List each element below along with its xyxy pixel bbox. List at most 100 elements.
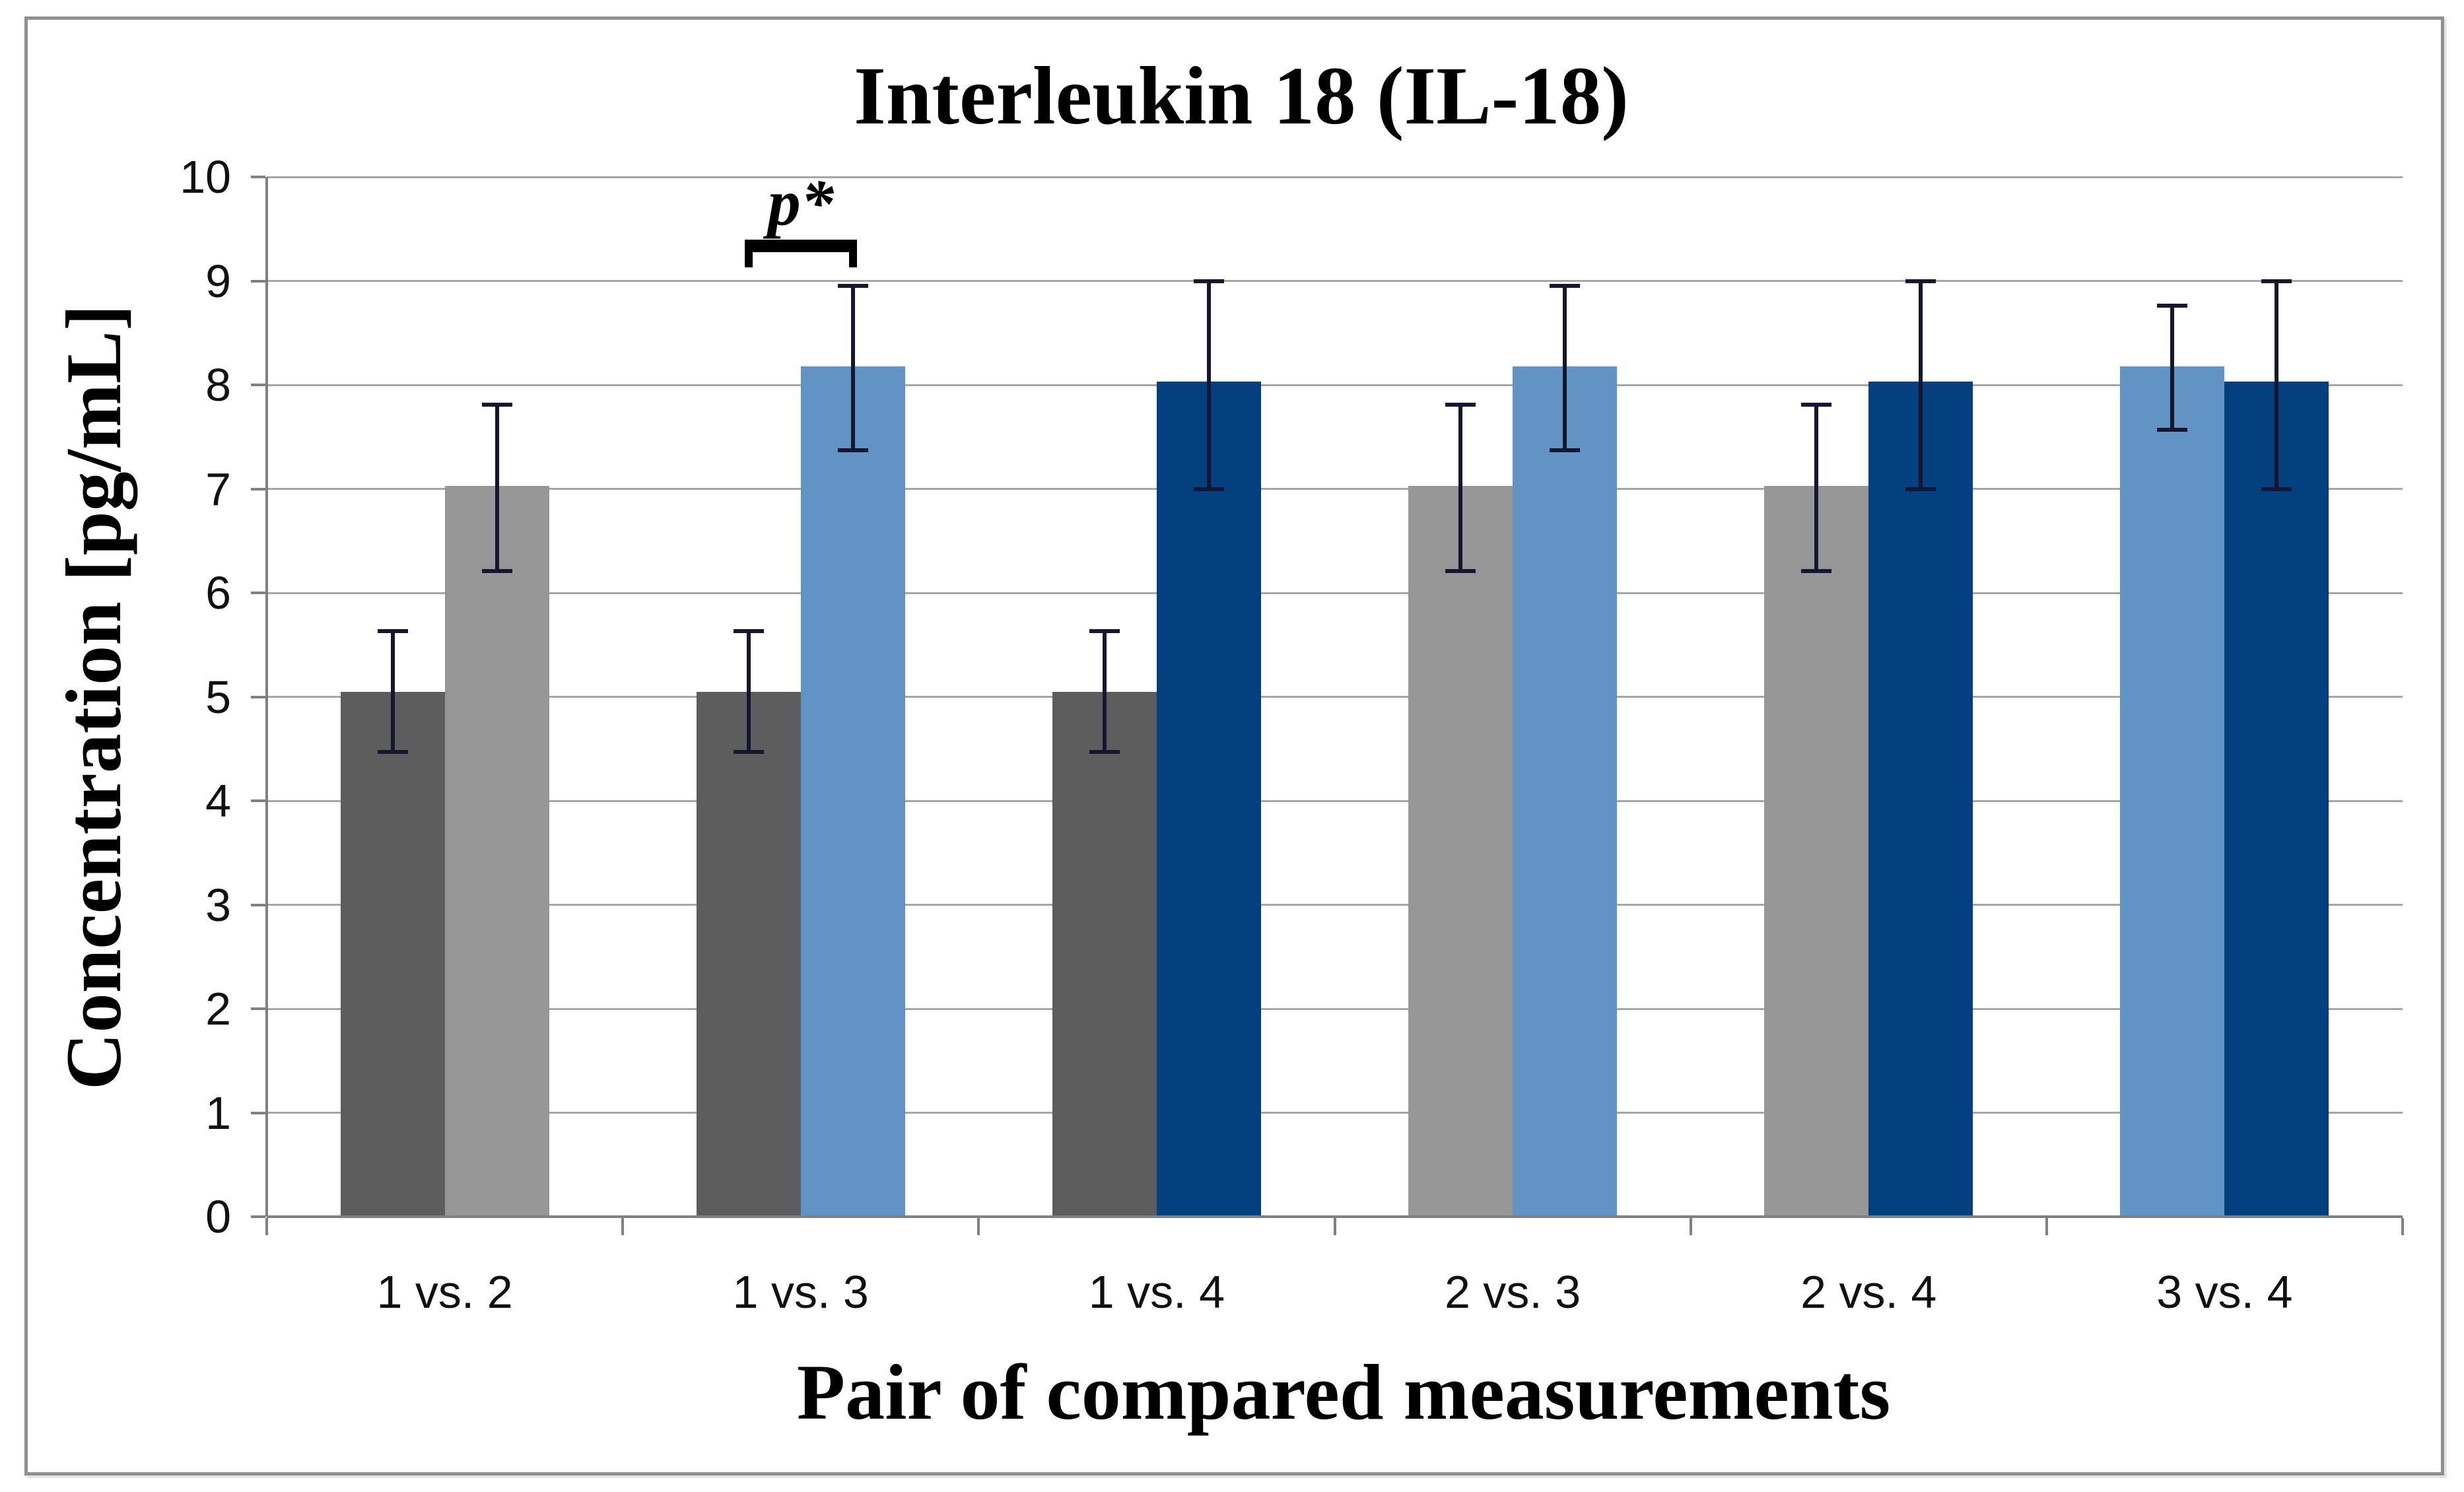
error-bar-1-vs-3-measurement-1-cap-top xyxy=(733,629,764,634)
y-tick-label-10: 10 xyxy=(180,151,231,203)
error-bar-2-vs-3-measurement-2-line xyxy=(1458,404,1463,571)
x-axis-tick-2 xyxy=(977,1218,980,1235)
y-tick-label-6: 6 xyxy=(205,567,231,619)
gridline-y-5 xyxy=(267,696,2403,698)
x-category-label-2-vs-3: 2 vs. 3 xyxy=(1444,1266,1581,1318)
bar-1-vs-2-measurement-1 xyxy=(340,691,445,1217)
error-bar-1-vs-4-measurement-4-line xyxy=(1206,281,1211,489)
error-bar-1-vs-3-measurement-1-line xyxy=(746,631,751,752)
x-axis-tick-5 xyxy=(2045,1218,2048,1235)
error-bar-1-vs-4-measurement-1-line xyxy=(1102,631,1107,752)
significance-label: p* xyxy=(767,166,834,240)
gridline-y-9 xyxy=(267,280,2403,282)
y-axis-tick-8 xyxy=(251,384,265,386)
error-bar-2-vs-4-measurement-4-cap-bottom xyxy=(1905,487,1936,491)
error-bar-1-vs-2-measurement-1-line xyxy=(390,631,395,752)
y-tick-label-0: 0 xyxy=(205,1191,231,1242)
gridline-y-2 xyxy=(267,1007,2403,1010)
bar-1-vs-2-measurement-2 xyxy=(444,485,549,1217)
error-bar-1-vs-2-measurement-2-line xyxy=(495,404,499,571)
y-tick-label-1: 1 xyxy=(205,1087,231,1139)
error-bar-3-vs-4-measurement-3-line xyxy=(2170,306,2175,430)
y-axis-tick-6 xyxy=(251,592,265,594)
x-category-label-3-vs-4: 3 vs. 4 xyxy=(2156,1266,2293,1318)
error-bar-1-vs-4-measurement-1-cap-bottom xyxy=(1089,749,1120,754)
bar-3-vs-4-measurement-4 xyxy=(2224,382,2329,1217)
x-axis-tick-4 xyxy=(1689,1218,1692,1235)
x-category-label-1-vs-2: 1 vs. 2 xyxy=(376,1266,513,1318)
gridline-y-4 xyxy=(267,799,2403,802)
error-bar-1-vs-2-measurement-2-cap-top xyxy=(481,402,512,407)
error-bar-1-vs-3-measurement-3-cap-top xyxy=(837,284,868,288)
x-axis-title: Pair of compared measurements xyxy=(796,1348,1891,1436)
y-tick-label-8: 8 xyxy=(205,359,231,411)
bar-1-vs-4-measurement-1 xyxy=(1052,691,1157,1217)
y-axis-tick-5 xyxy=(251,695,265,698)
y-tick-label-9: 9 xyxy=(205,255,231,307)
y-tick-label-4: 4 xyxy=(205,775,231,827)
error-bar-1-vs-3-measurement-3-line xyxy=(850,286,855,451)
gridline-y-7 xyxy=(267,488,2403,490)
x-axis-tick-6 xyxy=(2401,1218,2404,1235)
bar-2-vs-4-measurement-2 xyxy=(1764,485,1869,1217)
x-axis-line xyxy=(267,1215,2403,1218)
y-axis-tick-3 xyxy=(251,903,265,906)
x-axis-tick-3 xyxy=(1333,1218,1336,1235)
significance-bracket-left-leg xyxy=(744,239,753,268)
error-bar-1-vs-2-measurement-1-cap-bottom xyxy=(377,749,408,754)
error-bar-2-vs-4-measurement-4-line xyxy=(1919,281,1923,489)
gridline-y-8 xyxy=(267,384,2403,386)
error-bar-2-vs-4-measurement-2-cap-top xyxy=(1801,402,1832,407)
x-axis-tick-0 xyxy=(265,1218,268,1235)
error-bar-1-vs-3-measurement-1-cap-bottom xyxy=(733,749,764,754)
x-category-label-1-vs-3: 1 vs. 3 xyxy=(732,1266,869,1318)
error-bar-1-vs-4-measurement-4-cap-top xyxy=(1193,279,1224,283)
y-tick-label-2: 2 xyxy=(205,983,231,1034)
x-axis-tick-1 xyxy=(621,1218,625,1235)
gridline-y-6 xyxy=(267,592,2403,594)
bar-1-vs-3-measurement-1 xyxy=(696,691,801,1217)
gridline-y-10 xyxy=(267,176,2403,178)
error-bar-1-vs-2-measurement-1-cap-top xyxy=(377,629,408,634)
bar-3-vs-4-measurement-3 xyxy=(2120,366,2225,1217)
bar-2-vs-3-measurement-2 xyxy=(1408,485,1513,1217)
error-bar-3-vs-4-measurement-3-cap-top xyxy=(2157,304,2188,308)
y-axis-tick-4 xyxy=(251,799,265,802)
error-bar-2-vs-3-measurement-3-line xyxy=(1563,286,1567,451)
bar-2-vs-3-measurement-3 xyxy=(1513,366,1618,1217)
error-bar-3-vs-4-measurement-3-cap-bottom xyxy=(2157,427,2188,432)
y-axis-tick-1 xyxy=(251,1111,265,1114)
error-bar-2-vs-4-measurement-2-cap-bottom xyxy=(1801,568,1832,573)
error-bar-1-vs-2-measurement-2-cap-bottom xyxy=(481,568,512,573)
chart-title: Interleukin 18 (IL-18) xyxy=(854,51,1629,142)
error-bar-3-vs-4-measurement-4-cap-top xyxy=(2261,279,2292,283)
x-category-label-1-vs-4: 1 vs. 4 xyxy=(1088,1266,1225,1318)
y-axis-tick-7 xyxy=(251,487,265,491)
y-axis-tick-10 xyxy=(251,176,265,178)
error-bar-3-vs-4-measurement-4-cap-bottom xyxy=(2261,487,2292,491)
y-axis-tick-0 xyxy=(251,1215,265,1218)
error-bar-2-vs-4-measurement-2-line xyxy=(1814,404,1819,571)
bar-1-vs-4-measurement-4 xyxy=(1156,382,1261,1217)
error-bar-1-vs-3-measurement-3-cap-bottom xyxy=(837,448,868,453)
significance-bracket-top xyxy=(744,239,857,252)
y-axis-tick-9 xyxy=(251,279,265,283)
y-axis-line xyxy=(265,177,268,1217)
gridline-y-3 xyxy=(267,904,2403,906)
error-bar-1-vs-4-measurement-1-cap-top xyxy=(1089,629,1120,634)
plot-area: 0 1 2 3 4 5 6 7 8 9 10 1 vs. 2 1 vs. 3 1 vs. 4 2 vs. 3… xyxy=(180,151,2404,1318)
y-tick-label-3: 3 xyxy=(205,879,231,931)
y-tick-label-5: 5 xyxy=(205,671,231,723)
error-bar-2-vs-3-measurement-3-cap-top xyxy=(1550,284,1581,288)
error-bar-2-vs-3-measurement-2-cap-top xyxy=(1445,402,1476,407)
y-tick-label-7: 7 xyxy=(205,463,231,515)
error-bar-1-vs-4-measurement-4-cap-bottom xyxy=(1193,487,1224,491)
error-bar-3-vs-4-measurement-4-line xyxy=(2275,281,2279,489)
bar-2-vs-4-measurement-4 xyxy=(1868,382,1973,1217)
x-category-label-2-vs-4: 2 vs. 4 xyxy=(1800,1266,1937,1318)
error-bar-2-vs-3-measurement-2-cap-bottom xyxy=(1445,568,1476,573)
error-bar-2-vs-3-measurement-3-cap-bottom xyxy=(1550,448,1581,453)
bar-1-vs-3-measurement-3 xyxy=(800,366,905,1217)
significance-bracket-right-leg xyxy=(848,239,857,268)
